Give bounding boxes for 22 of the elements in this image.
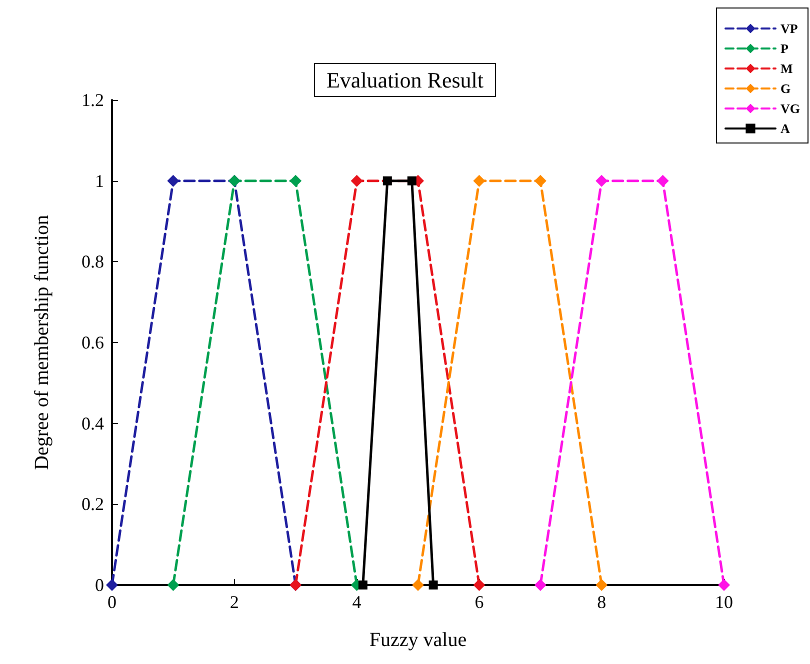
y-tick-label: 0.4 [82, 413, 104, 434]
x-tick-label: 6 [474, 592, 484, 612]
legend-label: G [780, 81, 791, 96]
x-tick-label: 2 [230, 592, 239, 612]
legend-label: A [780, 121, 790, 136]
chart-title: Evaluation Result [326, 68, 484, 92]
legend-label: VG [780, 101, 800, 116]
legend-label: VP [780, 21, 798, 36]
y-tick-label: 0.8 [82, 252, 104, 272]
x-tick-label: 4 [352, 592, 362, 612]
legend-label: M [780, 61, 793, 76]
y-tick-label: 1.2 [82, 90, 104, 110]
y-tick-label: 1 [95, 170, 104, 191]
y-tick-label: 0 [95, 575, 104, 595]
x-axis-title: Fuzzy value [369, 629, 467, 651]
y-axis-title: Degree of membership function [31, 215, 53, 470]
legend-label: P [780, 41, 788, 56]
x-tick-label: 8 [597, 592, 606, 612]
y-tick-label: 0.6 [82, 332, 104, 352]
y-tick-label: 0.2 [82, 494, 104, 514]
x-tick-label: 10 [715, 592, 733, 612]
x-tick-label: 0 [108, 592, 116, 612]
